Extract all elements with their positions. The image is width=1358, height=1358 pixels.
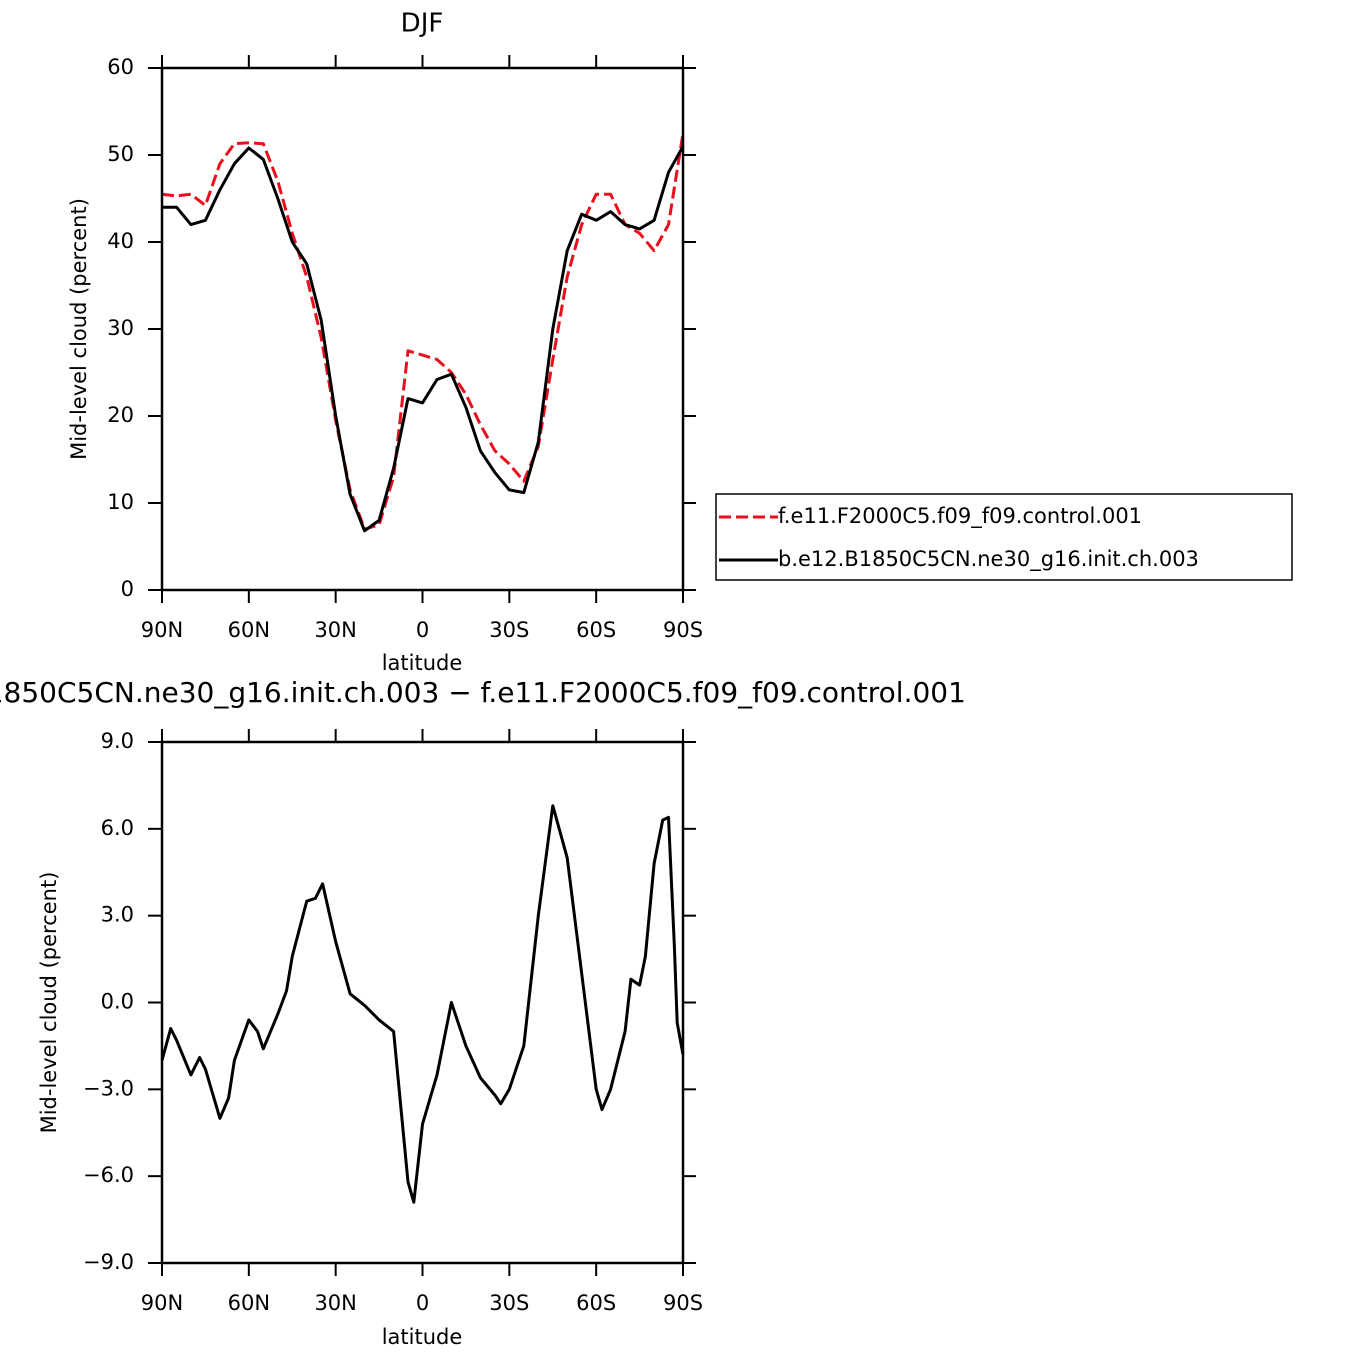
y-tick-label: 30 [107, 316, 134, 340]
x-tick-label: 30N [314, 618, 356, 642]
chart-title: b.e12.B1850C5CN.ne30_g16.init.ch.003 − f… [0, 676, 966, 709]
plot-frame [160, 66, 685, 592]
y-tick-label: 10 [107, 490, 134, 514]
y-tick-label: 6.0 [101, 816, 134, 840]
y-tick-label: 20 [107, 403, 134, 427]
x-tick-label: 30S [489, 618, 529, 642]
y-tick-label: 0 [121, 577, 134, 601]
y-axis-label: Mid-level cloud (percent) [37, 872, 61, 1134]
chart-title: DJF [401, 9, 444, 39]
x-tick-label: 90N [141, 1291, 183, 1315]
y-tick-label: −6.0 [83, 1163, 134, 1187]
x-tick-label: 0 [416, 618, 429, 642]
x-tick-label: 90N [141, 618, 183, 642]
data-line [161, 133, 685, 531]
data-line [160, 804, 685, 1204]
x-tick-label: 60N [228, 618, 270, 642]
x-tick-label: 60S [576, 618, 616, 642]
plot-frame [160, 740, 685, 1265]
y-tick-label: −9.0 [83, 1250, 134, 1274]
x-axis-label: latitude [382, 651, 463, 675]
y-tick-label: 9.0 [101, 729, 134, 753]
y-tick-label: 60 [107, 55, 134, 79]
data-line [162, 145, 685, 533]
x-tick-label: 30S [489, 1291, 529, 1315]
x-tick-label: 60N [228, 1291, 270, 1315]
legend-label: f.e11.F2000C5.f09_f09.control.001 [778, 504, 1142, 529]
x-axis-label: latitude [382, 1325, 463, 1349]
x-tick-label: 30N [314, 1291, 356, 1315]
y-tick-label: 50 [107, 142, 134, 166]
x-tick-label: 0 [416, 1291, 429, 1315]
y-tick-label: 40 [107, 229, 134, 253]
legend-label: b.e12.B1850C5CN.ne30_g16.init.ch.003 [778, 547, 1199, 572]
x-tick-label: 90S [663, 618, 703, 642]
legend-box [715, 493, 1293, 581]
x-tick-label: 60S [576, 1291, 616, 1315]
y-axis-label: Mid-level cloud (percent) [67, 198, 91, 460]
y-tick-label: 3.0 [101, 903, 134, 927]
y-tick-label: 0.0 [101, 990, 134, 1014]
y-tick-label: −3.0 [83, 1076, 134, 1100]
x-tick-label: 90S [663, 1291, 703, 1315]
